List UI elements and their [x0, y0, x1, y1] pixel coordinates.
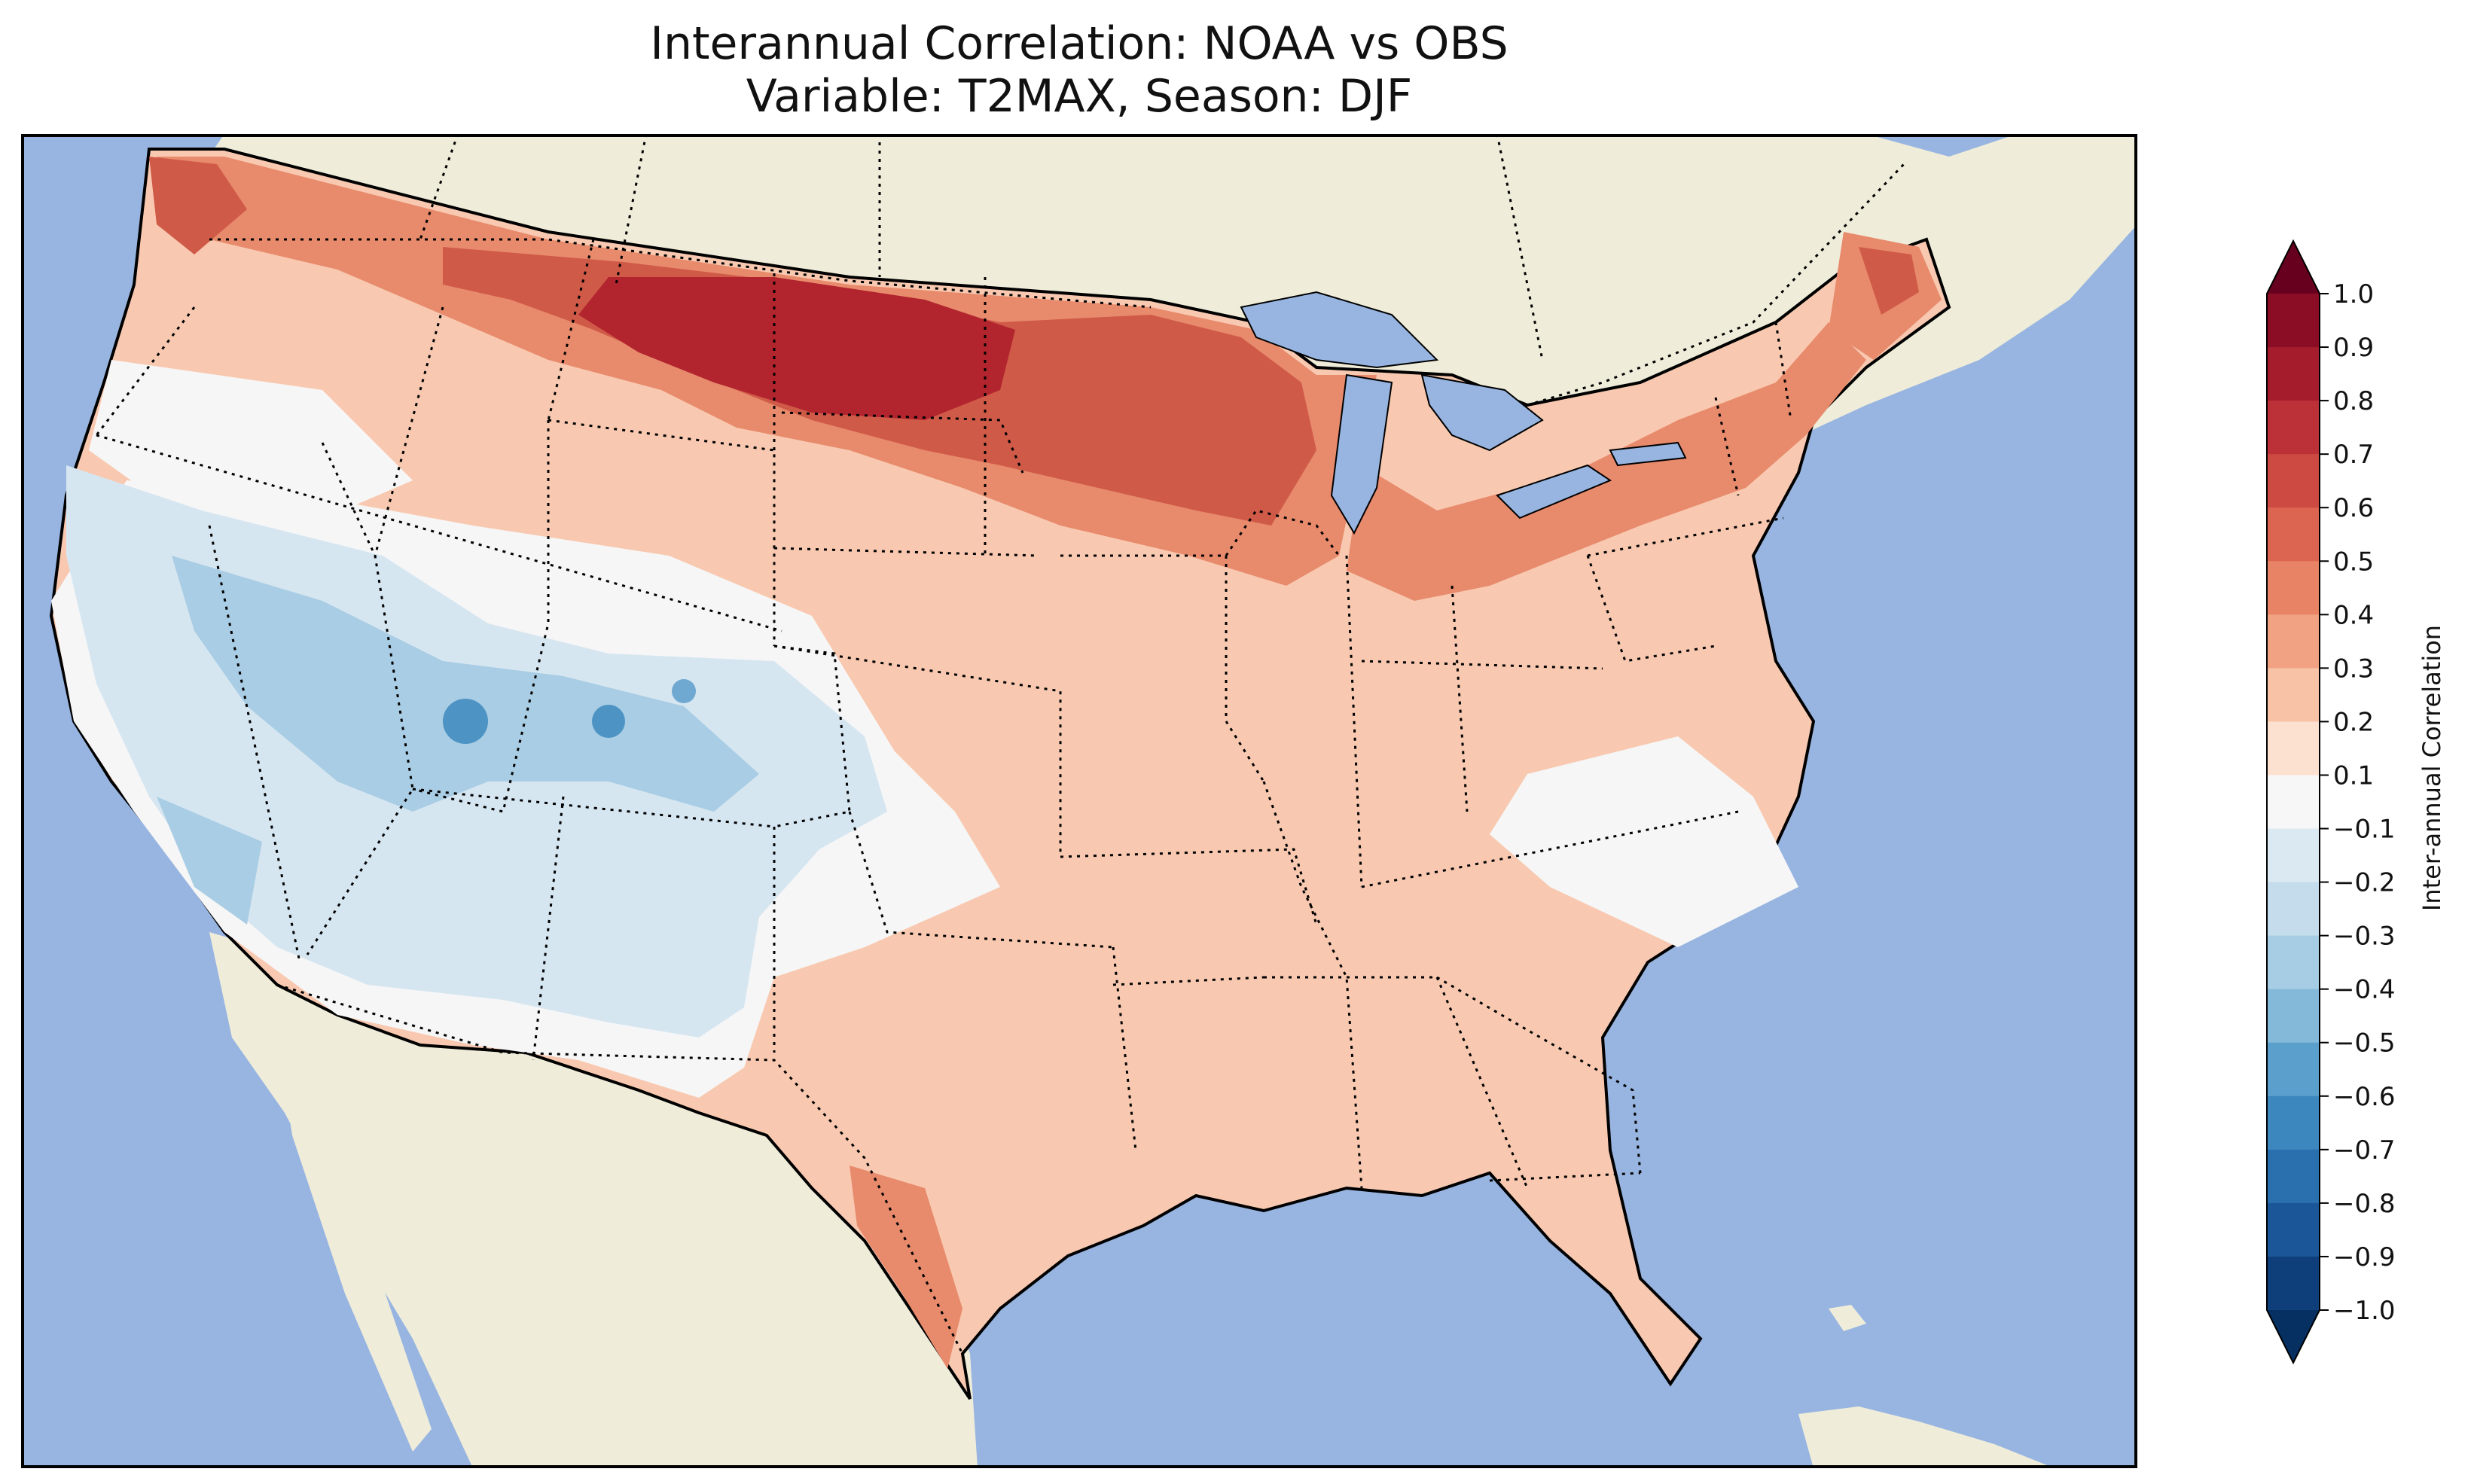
caribbean-islands	[1798, 1406, 2055, 1468]
colorbar-band	[2267, 882, 2320, 937]
positive-region-texas	[850, 1166, 962, 1369]
colorbar-tick-label: 0.2	[2333, 707, 2374, 737]
colorbar-band	[2267, 294, 2320, 348]
great-lakes	[1240, 291, 1439, 369]
colorbar-tick-label: 0.4	[2333, 600, 2374, 630]
positive-region-strong	[578, 277, 1015, 420]
chart-subtitle: Variable: T2MAX, Season: DJF	[746, 70, 1413, 123]
lake-erie	[1496, 464, 1612, 520]
colorbar-tick-label: −0.2	[2333, 868, 2396, 898]
usa-landmass	[49, 148, 1951, 1400]
map-frame	[21, 134, 2137, 1468]
colorbar-band	[2267, 347, 2320, 401]
lake-huron	[1420, 373, 1544, 452]
colorbar-band	[2267, 561, 2320, 615]
positive-region-pnw	[149, 157, 247, 254]
colorbar-band	[2267, 454, 2320, 508]
colorbar-band	[2267, 1256, 2320, 1311]
colorbar-tick-label: −0.6	[2333, 1082, 2396, 1112]
colorbar-extend-max	[2267, 241, 2320, 294]
positive-region-east	[1347, 322, 1866, 601]
chart-title: Interannual Correlation: NOAA vs OBS	[650, 17, 1508, 70]
colorbar-tick-label: 1.0	[2333, 279, 2374, 309]
colorbar-tick-label: 0.3	[2333, 654, 2374, 684]
colorbar-label: Inter-annual Correlation	[2418, 625, 2446, 911]
colorbar-band	[2267, 775, 2320, 830]
colorbar-tick-label: 0.6	[2333, 493, 2374, 523]
colorbar-tick-label: −0.8	[2333, 1189, 2396, 1219]
colorbar-tick-label: 0.1	[2333, 760, 2374, 791]
colorbar-tick-label: 0.8	[2333, 386, 2374, 416]
negative-spot	[443, 699, 488, 744]
mexico-land	[209, 932, 978, 1468]
neutral-region-pnw	[89, 360, 413, 526]
colorbar-tick-label: 0.5	[2333, 547, 2374, 577]
baja-peninsula	[270, 985, 432, 1452]
colorbar-band	[2267, 507, 2320, 562]
positive-region-maine-high	[1859, 247, 1919, 315]
colorbar-band	[2267, 668, 2320, 722]
map-panel	[21, 134, 2137, 1468]
lake-michigan	[1330, 373, 1393, 535]
colorbar-band	[2267, 989, 2320, 1044]
colorbar-swatches	[2266, 239, 2320, 1365]
colorbar-tick-label: −1.0	[2333, 1296, 2396, 1326]
colorbar-tick-label: −0.1	[2333, 815, 2396, 845]
negative-region-socal	[157, 797, 262, 925]
negative-region-mid	[172, 556, 759, 812]
colorbar-tick-label: −0.5	[2333, 1028, 2396, 1059]
colorbar-band	[2267, 1042, 2320, 1097]
colorbar-band	[2267, 1095, 2320, 1150]
country-borders	[209, 134, 1905, 1354]
colorbar-tick-label: −0.7	[2333, 1135, 2396, 1166]
colorbar-band	[2267, 1149, 2320, 1204]
colorbar: 1.0 0.9 0.8 0.7 0.6 0.5 0.4 0.3 0.2 0.1 −0.1 −0.2 −0…	[2266, 239, 2446, 1365]
bahamas	[1829, 1305, 1866, 1331]
colorbar-tick-label: −0.4	[2333, 975, 2396, 1005]
colorbar-band	[2267, 721, 2320, 776]
colorbar-tick-label: −0.3	[2333, 922, 2396, 952]
colorbar-band	[2267, 1202, 2320, 1257]
lake-ontario	[1609, 441, 1687, 467]
negative-spot	[672, 679, 696, 703]
colorbar-tick-label: 0.7	[2333, 440, 2374, 470]
colorbar-extend-min	[2267, 1310, 2320, 1363]
neutral-region-southeast	[1490, 736, 1798, 947]
colorbar-tick-label: −0.9	[2333, 1242, 2396, 1272]
colorbar-tick-label: 0.9	[2333, 333, 2374, 363]
colorbar-band	[2267, 935, 2320, 990]
state-borders	[95, 239, 1792, 1189]
negative-spot	[592, 705, 625, 738]
colorbar-band	[2267, 828, 2320, 883]
colorbar-band	[2267, 614, 2320, 669]
colorbar-ticks: 1.0 0.9 0.8 0.7 0.6 0.5 0.4 0.3 0.2 0.1 −0.1 −0.2 −0…	[2320, 279, 2396, 1326]
colorbar-band	[2267, 401, 2320, 455]
